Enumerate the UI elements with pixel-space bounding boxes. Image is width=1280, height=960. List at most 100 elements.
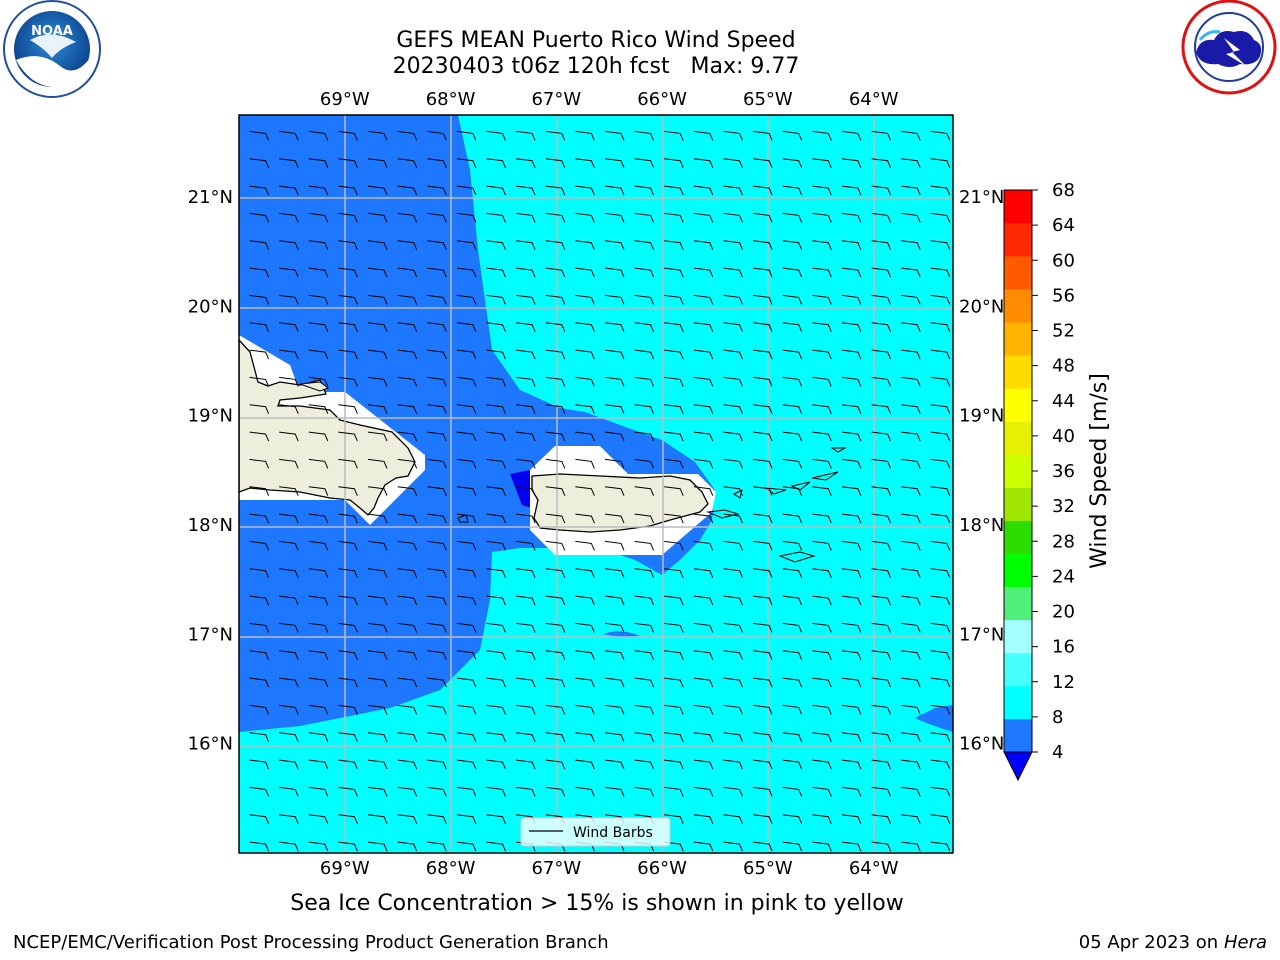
lat-label-right: 16°N: [959, 734, 1004, 755]
wind-barb: [367, 486, 388, 496]
wind-barb: [693, 458, 714, 469]
wind-barb: [486, 404, 506, 414]
wind-barb: [397, 677, 418, 688]
wind-barb: [841, 759, 862, 770]
wind-barb: [427, 677, 447, 688]
wind-barb: [782, 458, 803, 469]
wind-barb: [664, 759, 684, 770]
wind-barb: [367, 786, 388, 797]
wind-barb: [841, 322, 862, 332]
wind-barbs: [249, 130, 951, 852]
wind-barb: [871, 458, 892, 469]
colorbar-swatch: [1004, 586, 1032, 621]
wind-barb: [753, 404, 773, 414]
wind-barb: [486, 185, 506, 196]
wind-barb: [634, 486, 655, 496]
wind-barb: [871, 185, 892, 196]
wind-barb: [279, 212, 299, 223]
wind-barb: [338, 595, 358, 606]
wind-barb: [693, 513, 714, 524]
wind-barb: [397, 212, 418, 223]
wind-barb: [249, 185, 270, 196]
wind-barb: [367, 814, 388, 824]
wind-barb: [753, 540, 773, 551]
wind-barb: [397, 759, 418, 770]
wind-barb: [486, 568, 506, 578]
lat-label-left: 20°N: [188, 296, 233, 317]
wind-barb: [693, 130, 714, 141]
wind-barb: [901, 650, 921, 660]
wind-barb: [427, 185, 447, 196]
wind-barb: [427, 458, 447, 469]
wind-barb: [575, 568, 595, 578]
wind-barb: [545, 540, 566, 551]
wind-barb: [901, 130, 921, 141]
wind-barb: [545, 486, 566, 496]
wind-barb: [841, 814, 862, 824]
wind-barb: [634, 431, 655, 442]
wind-barb: [930, 212, 951, 223]
wind-barb: [634, 595, 655, 606]
wind-barb: [545, 458, 566, 469]
wind-barb: [575, 650, 595, 660]
wind-barb: [693, 404, 714, 414]
wind-barb: [693, 212, 714, 223]
wind-barb: [338, 376, 358, 387]
colorbar-swatch: [1004, 388, 1032, 422]
footer-date-text: 05 Apr 2023 on: [1078, 932, 1224, 953]
lon-label-bottom: 69°W: [320, 858, 370, 879]
wind-barb: [871, 814, 892, 824]
wind-barb: [279, 622, 299, 633]
wind-barb: [841, 677, 862, 688]
wind-barb: [516, 677, 536, 688]
wind-barb: [575, 349, 595, 360]
wind-barb: [841, 158, 862, 168]
wind-barb: [308, 650, 329, 660]
wind-barb: [279, 240, 299, 250]
wind-barb: [664, 267, 684, 278]
wind-barb: [604, 622, 625, 633]
wind-barb: [812, 786, 832, 797]
wind-barb: [279, 513, 299, 524]
wind-barb: [367, 404, 388, 414]
lat-label-left: 17°N: [188, 624, 233, 645]
noaa-logo-text: NOAA: [31, 24, 73, 39]
wind-barb: [693, 349, 714, 360]
wind-barb: [753, 212, 773, 223]
wind-barb: [634, 759, 655, 770]
colorbar-tick-label: 24: [1052, 566, 1075, 587]
wind-barb: [427, 486, 447, 496]
title-line-1: GEFS MEAN Puerto Rico Wind Speed: [396, 28, 796, 53]
wind-barb: [930, 595, 951, 606]
wind-barb: [456, 732, 477, 742]
wind-barb: [604, 732, 625, 742]
wind-barb: [575, 376, 595, 387]
wind-barb: [367, 650, 388, 660]
wind-barb: [575, 240, 595, 250]
wind-barb: [338, 486, 358, 496]
wind-barb: [634, 568, 655, 578]
wind-barb: [871, 650, 892, 660]
wind-barb: [516, 759, 536, 770]
wind-barb: [664, 185, 684, 196]
wind-barb: [249, 130, 270, 141]
wind-barb: [308, 677, 329, 688]
latitude-labels-right: 21°N 20°N 19°N 18°N 17°N 16°N: [959, 187, 1004, 755]
wind-barb: [397, 431, 418, 442]
wind-barb: [664, 540, 684, 551]
wind-barb: [901, 376, 921, 387]
wind-barb: [516, 786, 536, 797]
wind-barb: [456, 322, 477, 332]
wind-barb: [812, 240, 832, 250]
wind-barb: [545, 677, 566, 688]
wind-barb: [456, 349, 477, 360]
wind-barb: [871, 759, 892, 770]
lon-label-bottom: 65°W: [743, 858, 793, 879]
wind-barb: [871, 622, 892, 633]
wind-barb: [871, 240, 892, 250]
wind-barb: [486, 158, 506, 168]
sea-region-4-8-east: [915, 705, 953, 732]
wind-barb: [308, 759, 329, 770]
wind-barb: [753, 732, 773, 742]
